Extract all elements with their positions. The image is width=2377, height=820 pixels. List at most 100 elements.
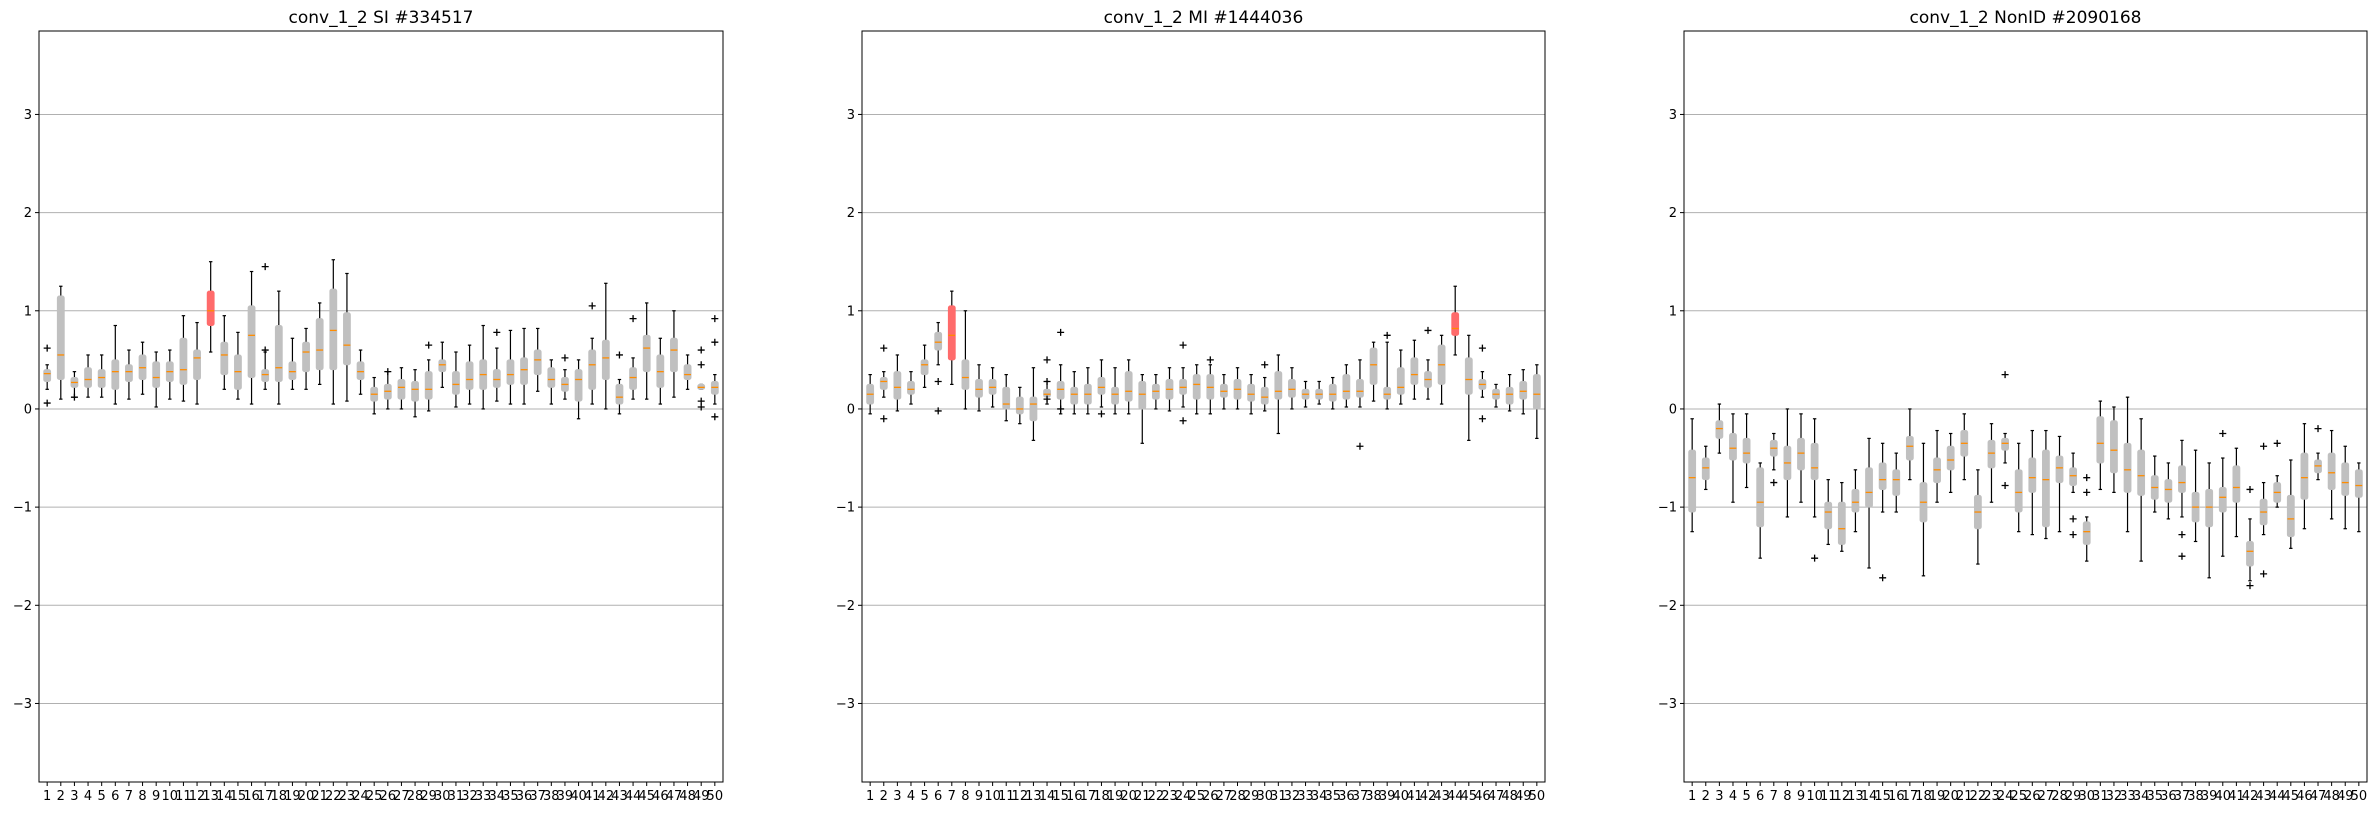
x-tick-label: 6 [1756, 789, 1764, 804]
outlier-marker [70, 393, 78, 401]
box-38 [2191, 449, 2200, 543]
box-body [615, 383, 624, 405]
box-body [465, 361, 474, 390]
outlier-marker [697, 346, 705, 354]
y-tick-label: 1 [847, 304, 855, 319]
y-tick-label: −1 [1658, 501, 1677, 516]
box-14 [220, 315, 229, 390]
x-tick-label: 5 [920, 789, 928, 804]
x-tick-label: 4 [907, 789, 915, 804]
y-tick-label: 2 [24, 206, 32, 221]
x-tick-label: 43 [1433, 789, 1450, 804]
x-tick-label: 24 [1997, 789, 2014, 804]
box-body [1097, 377, 1106, 395]
outlier-marker [697, 361, 705, 369]
outlier-marker [1057, 405, 1065, 413]
box-30 [438, 341, 447, 388]
box-33 [2123, 396, 2132, 533]
box-3 [70, 371, 79, 401]
box-body [125, 364, 133, 382]
box-5 [920, 344, 929, 388]
box-body [934, 331, 943, 351]
x-tick-label: 30 [2078, 789, 2095, 804]
x-tick-label: 11 [1820, 789, 1837, 804]
box-body [356, 361, 365, 381]
box-body [1138, 380, 1147, 410]
x-tick-label: 4 [1729, 789, 1737, 804]
outlier-marker [425, 341, 433, 349]
box-body [1124, 371, 1133, 402]
box-body [397, 379, 406, 400]
y-tick-label: −3 [836, 697, 855, 712]
box-body [1519, 380, 1528, 400]
box-16 [1892, 452, 1901, 513]
box-body [2205, 488, 2214, 528]
x-tick-label: 18 [271, 789, 288, 804]
box-body [1029, 396, 1038, 422]
x-tick-label: 49 [1515, 789, 1532, 804]
box-3 [893, 354, 902, 412]
x-tick-label: 22 [1148, 789, 1165, 804]
box-48 [2327, 429, 2336, 520]
x-tick-label: 21 [1956, 789, 1973, 804]
x-tick-label: 32 [2106, 789, 2123, 804]
box-body [2164, 479, 2173, 503]
box-body [1810, 442, 1819, 481]
x-tick-label: 45 [2283, 789, 2300, 804]
x-tick-label: 41 [584, 789, 601, 804]
box-23 [343, 272, 351, 402]
x-tick-label: 36 [1338, 789, 1355, 804]
box-33 [1301, 380, 1310, 408]
x-tick-label: 21 [311, 789, 328, 804]
box-body [1742, 437, 1751, 464]
box-11 [179, 315, 188, 402]
x-tick-label: 40 [2215, 789, 2232, 804]
x-tick-label: 50 [1529, 789, 1546, 804]
box-49 [1519, 369, 1528, 415]
box-23 [1165, 367, 1174, 412]
box-18 [1919, 442, 1928, 577]
outlier-marker [43, 344, 51, 352]
x-tick-label: 42 [2242, 789, 2259, 804]
x-tick-label: 11 [175, 789, 192, 804]
box-body [43, 369, 52, 382]
box-20 [1946, 432, 1955, 493]
box-41 [588, 302, 597, 405]
outlier-marker [1383, 331, 1391, 339]
box-12 [193, 321, 201, 405]
x-tick-label: 30 [1256, 789, 1273, 804]
box-body [2300, 452, 2309, 500]
box-24 [356, 349, 365, 395]
x-tick-label: 10 [162, 789, 179, 804]
x-tick-label: 9 [975, 789, 983, 804]
box-body [2069, 467, 2078, 487]
x-tick-label: 23 [1983, 789, 2000, 804]
x-tick-label: 20 [1942, 789, 1959, 804]
box-45 [642, 302, 651, 400]
box-2 [56, 285, 65, 400]
box-body [2123, 442, 2132, 493]
box-body [302, 341, 310, 373]
box-7 [125, 349, 133, 400]
x-tick-label: 25 [1188, 789, 1205, 804]
x-tick-label: 44 [1447, 789, 1464, 804]
x-tick-label: 34 [2133, 789, 2150, 804]
x-tick-label: 20 [1120, 789, 1137, 804]
x-tick-label: 16 [1888, 789, 1905, 804]
box-21 [1960, 413, 1969, 481]
box-body [492, 369, 501, 388]
x-tick-label: 49 [2337, 789, 2354, 804]
box-body [947, 305, 956, 361]
box-body [2286, 494, 2295, 538]
box-24 [2001, 371, 2009, 490]
box-48 [683, 354, 692, 390]
box-body [1396, 367, 1405, 395]
box-body [642, 334, 651, 373]
box-25 [2014, 442, 2023, 533]
box-body [1701, 457, 1710, 481]
x-tick-label: 47 [666, 789, 683, 804]
y-tick-label: −2 [1658, 599, 1677, 614]
outlier-marker [43, 399, 51, 407]
box-body [1905, 435, 1914, 461]
